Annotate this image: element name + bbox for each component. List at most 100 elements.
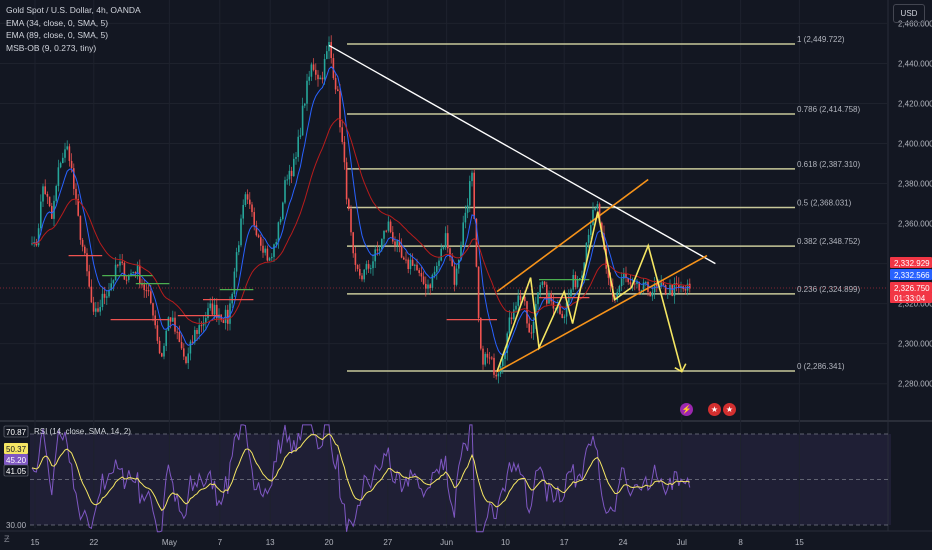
candle-body [326,51,328,59]
candle-body [200,325,203,327]
candle-body [185,356,187,364]
candle-body [541,281,544,286]
candle-body [427,284,429,289]
candle-body [539,285,541,293]
candle-body [385,230,387,232]
candle-body [453,266,456,285]
candle-body [367,264,370,269]
candle-body [431,274,434,289]
rsi-legend[interactable]: RSI (14, close, SMA, 14, 2) [34,427,131,436]
candle-body [304,103,306,106]
candle-body [308,76,310,81]
candle-body [103,293,106,298]
candle-body [396,240,398,246]
candle-body [587,234,590,243]
candle-body [145,290,148,292]
candle-body [90,286,93,303]
candle-body [455,268,458,285]
candle-body [403,257,405,260]
candle-body [95,308,97,312]
candle-body [669,284,671,294]
candle-body [189,341,192,354]
time-tick-label: 13 [266,538,275,547]
candle-body [202,322,205,326]
candle-body [240,218,242,246]
rsi-badge: 45.20 [4,454,28,465]
candle-body [44,186,46,194]
indicator-ema34[interactable]: EMA (34, close, 0, SMA, 5) [6,17,109,28]
fib-level-label: 1 (2,449.722) [797,35,845,44]
candle-body [389,221,392,233]
candle-body [233,271,236,294]
candle-body [361,275,363,280]
candle-body [66,146,68,150]
candle-body [262,245,264,253]
time-tick-label: 7 [218,538,223,547]
candle-body [84,246,86,254]
candle-body [649,291,651,297]
candle-body [411,259,414,266]
fib-level-label: 0 (2,286.341) [797,362,845,371]
candle-body [211,303,214,315]
candle-body [323,58,326,80]
candle-body [334,78,337,90]
time-tick-label: Jul [677,538,687,547]
candle-body [638,281,640,291]
candle-body [288,170,291,180]
candle-body [561,313,563,319]
candle-body [477,266,480,319]
timezone-icon[interactable]: Ƶ [4,534,10,544]
candle-body [524,296,526,302]
candle-body [486,353,489,358]
candle-body [169,317,172,322]
candle-body [407,259,409,269]
candle-body [636,281,638,285]
candle-body [257,235,260,238]
candle-body [167,317,170,331]
candle-body [513,309,515,320]
candle-body [425,283,427,289]
candle-body [528,323,530,333]
candle-body [466,205,469,213]
price-badge-value: 2,326.750 [894,284,930,293]
rsi-badge-value: 50.37 [6,445,27,454]
us-flag-icon[interactable]: ★ [723,403,736,416]
candle-body [392,232,394,242]
candle-body [405,259,407,261]
us-flag-icon[interactable]: ★ [708,403,721,416]
candle-body [209,303,211,309]
candle-body [255,225,258,236]
candle-body [394,241,396,246]
candle-body [282,202,284,219]
candle-body [75,188,77,199]
candle-body [398,240,401,247]
candle-body [594,208,596,210]
candle-body [383,230,385,239]
indicator-ema89[interactable]: EMA (89, close, 0, SMA, 5) [6,30,109,40]
candle-body [678,284,680,288]
candle-body [48,196,51,207]
candle-body [59,163,62,168]
candle-body [92,302,95,312]
candle-body [273,244,275,257]
candle-body [627,277,629,283]
candle-body [585,242,588,263]
indicator-msb-ob[interactable]: MSB-OB (9, 0.273, tiny) [6,42,97,53]
price-tick-label: 2,400.000 [898,140,932,149]
candle-body [174,317,176,332]
candle-body [559,304,561,314]
candle-body [623,273,625,279]
lightning-icon[interactable]: ⚡ [680,403,693,416]
rsi-badge-value: 70.87 [6,428,27,437]
candle-body [306,80,308,104]
candle-body [132,271,134,274]
price-badge-box [890,269,932,280]
candle-body [88,271,90,287]
time-tick-label: May [162,538,177,547]
candle-body [231,293,233,304]
candle-body [436,265,438,272]
candle-body [350,208,352,233]
candle-body [251,204,253,213]
currency-button[interactable]: USD [893,4,925,23]
